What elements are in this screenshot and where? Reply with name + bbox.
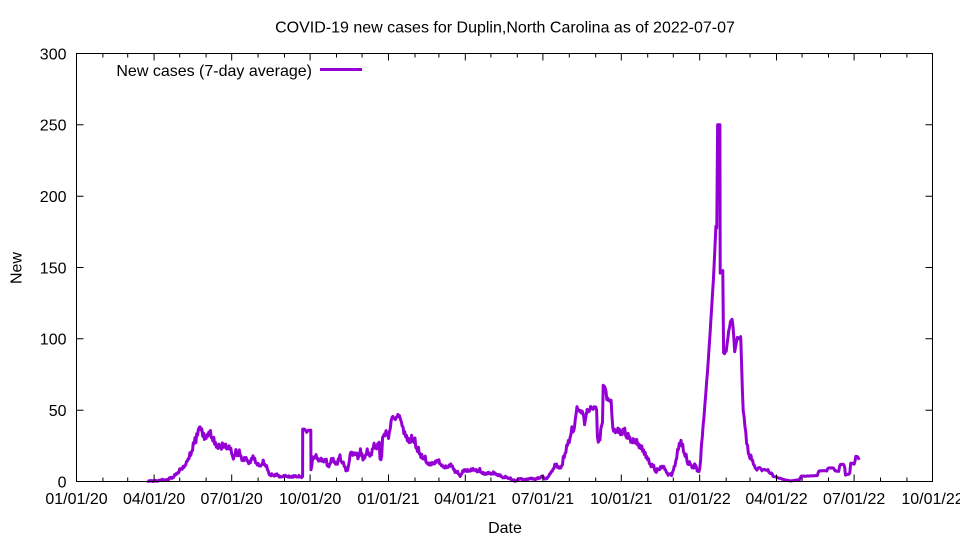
svg-text:100: 100 — [40, 332, 67, 349]
svg-text:01/01/21: 01/01/21 — [357, 491, 419, 508]
svg-text:New cases (7-day average): New cases (7-day average) — [116, 63, 312, 80]
svg-text:01/01/20: 01/01/20 — [45, 491, 107, 508]
svg-text:250: 250 — [40, 118, 67, 135]
svg-text:07/01/21: 07/01/21 — [512, 491, 574, 508]
svg-text:300: 300 — [40, 46, 67, 63]
svg-text:10/01/22: 10/01/22 — [901, 491, 960, 508]
svg-text:07/01/22: 07/01/22 — [823, 491, 885, 508]
svg-text:10/01/20: 10/01/20 — [279, 491, 341, 508]
svg-text:0: 0 — [58, 474, 67, 491]
svg-text:New: New — [9, 252, 26, 284]
svg-text:Date: Date — [488, 520, 522, 537]
svg-text:200: 200 — [40, 189, 67, 206]
svg-text:04/01/21: 04/01/21 — [434, 491, 496, 508]
svg-text:150: 150 — [40, 260, 67, 277]
svg-text:04/01/22: 04/01/22 — [745, 491, 807, 508]
svg-text:50: 50 — [49, 403, 67, 420]
svg-text:01/01/22: 01/01/22 — [669, 491, 731, 508]
svg-text:10/01/21: 10/01/21 — [590, 491, 652, 508]
svg-text:04/01/20: 04/01/20 — [123, 491, 185, 508]
svg-text:07/01/20: 07/01/20 — [201, 491, 263, 508]
svg-text:COVID-19 new cases for Duplin,: COVID-19 new cases for Duplin,North Caro… — [275, 20, 735, 37]
